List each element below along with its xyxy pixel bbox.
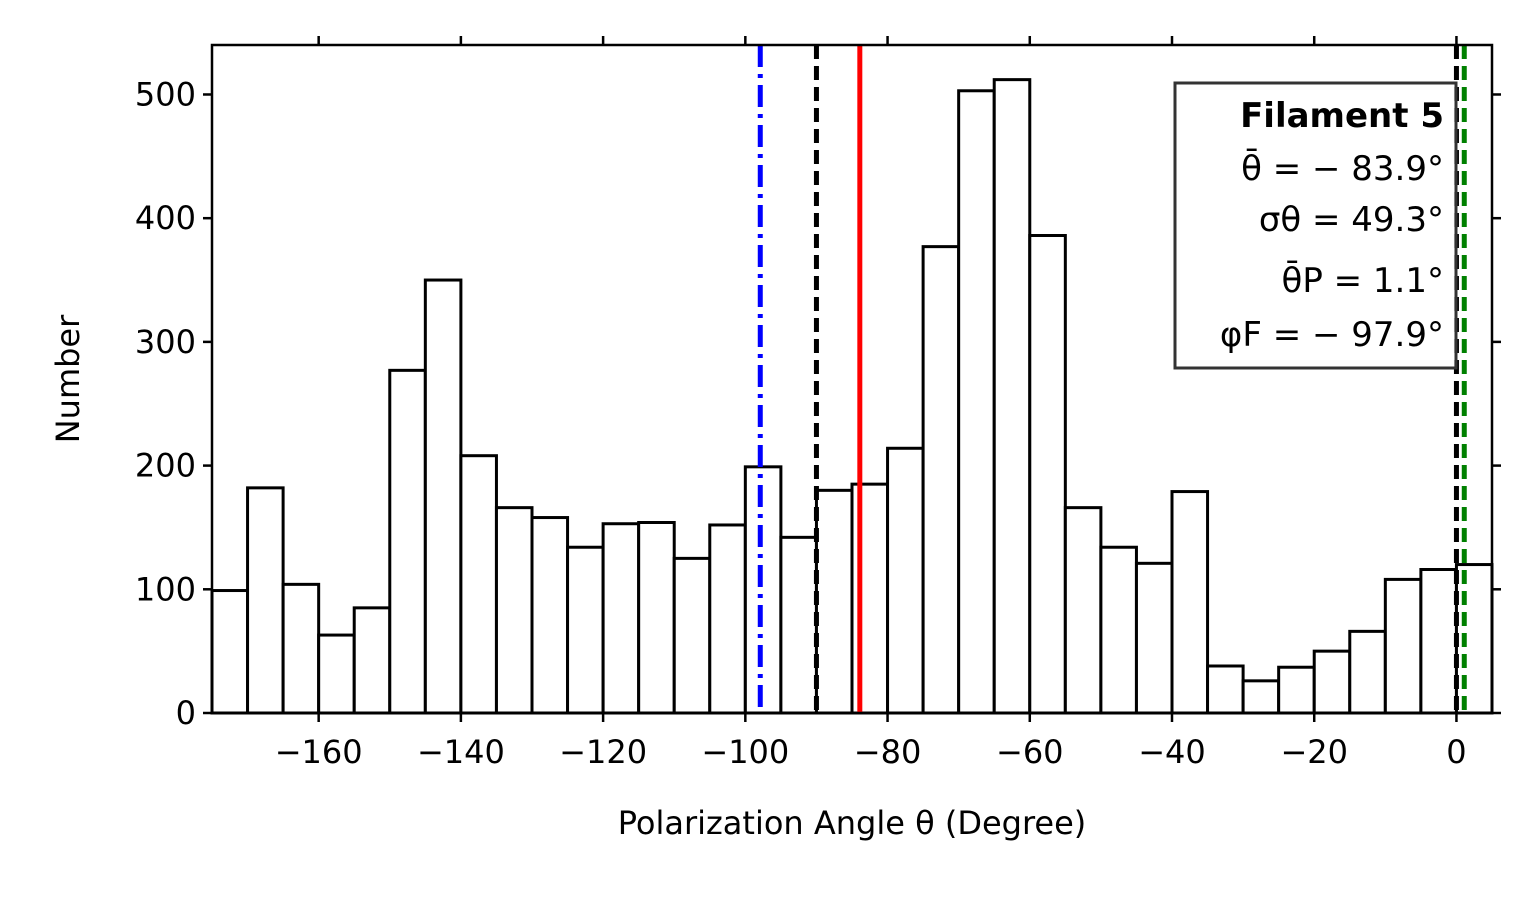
axis-ticks bbox=[203, 36, 1501, 722]
histogram-bars bbox=[210, 78, 1494, 715]
histogram-bar bbox=[921, 245, 961, 715]
y-tick-label: 300 bbox=[135, 323, 196, 361]
histogram-bar bbox=[566, 545, 605, 715]
histogram-bar bbox=[530, 516, 570, 715]
histogram-bar bbox=[637, 520, 676, 715]
histogram-bar bbox=[1063, 506, 1103, 715]
y-tick-label: 200 bbox=[135, 447, 196, 485]
x-tick-label: 0 bbox=[1446, 733, 1466, 771]
histogram-bar bbox=[459, 454, 498, 715]
histogram-bar bbox=[281, 582, 321, 715]
x-axis-label: Polarization Angle θ (Degree) bbox=[618, 804, 1087, 842]
histogram-bar bbox=[317, 633, 356, 715]
histogram-bar bbox=[1419, 568, 1458, 715]
histogram-bar bbox=[423, 278, 463, 715]
x-tick-label: −100 bbox=[701, 733, 789, 771]
legend-theta-p: θ̄P = 1.1° bbox=[1282, 260, 1444, 301]
x-tick-labels: −160 −140 −120 −100 −80 −60 −40 −20 0 bbox=[275, 733, 1467, 771]
histogram-bar bbox=[1348, 629, 1387, 715]
histogram-bar bbox=[246, 486, 285, 715]
y-axis-label: Number bbox=[49, 314, 87, 443]
histogram-bar bbox=[992, 78, 1032, 715]
y-tick-labels: 0 100 200 300 400 500 bbox=[135, 75, 196, 732]
x-tick-label: −20 bbox=[1280, 733, 1348, 771]
x-tick-label: −60 bbox=[996, 733, 1064, 771]
histogram-bar bbox=[601, 522, 641, 715]
histogram-bar bbox=[1134, 561, 1174, 715]
histogram-bar bbox=[210, 589, 250, 715]
y-tick-label: 400 bbox=[135, 199, 196, 237]
histogram-bar bbox=[886, 446, 925, 715]
y-tick-label: 100 bbox=[135, 570, 196, 608]
histogram-bar bbox=[494, 506, 534, 715]
histogram-bar bbox=[388, 368, 427, 715]
legend-frame bbox=[1173, 81, 1458, 370]
histogram-bar bbox=[779, 535, 818, 715]
histogram-bar bbox=[1241, 679, 1281, 715]
legend-mean-theta: θ̄ = − 83.9° bbox=[1241, 148, 1444, 189]
histogram-bar bbox=[1206, 664, 1245, 715]
legend-phi-f: φF = − 97.9° bbox=[1220, 315, 1444, 355]
x-tick-label: −120 bbox=[559, 733, 647, 771]
histogram-bar bbox=[743, 465, 783, 715]
histogram-bar bbox=[1277, 665, 1316, 715]
histogram-bar bbox=[1170, 490, 1210, 715]
x-tick-label: −160 bbox=[275, 733, 363, 771]
legend-title: Filament 5 bbox=[1240, 96, 1444, 136]
legend-sigma-theta: σθ = 49.3° bbox=[1259, 200, 1444, 240]
histogram-bar bbox=[1028, 234, 1067, 715]
histogram-bar bbox=[1099, 545, 1138, 715]
histogram-bar bbox=[1312, 649, 1352, 715]
plot-frame bbox=[210, 43, 1494, 715]
x-tick-label: −40 bbox=[1138, 733, 1206, 771]
y-tick-label: 500 bbox=[135, 75, 196, 113]
histogram-bar bbox=[814, 488, 854, 715]
y-tick-label: 0 bbox=[176, 694, 196, 732]
legend-box: Filament 5 θ̄ = − 83.9° σθ = 49.3° θ̄P =… bbox=[1173, 81, 1458, 370]
histogram-bar bbox=[957, 89, 996, 715]
histogram-bar bbox=[708, 523, 747, 715]
histogram-bar bbox=[352, 606, 392, 715]
x-tick-label: −140 bbox=[417, 733, 505, 771]
histogram-bar bbox=[672, 556, 712, 715]
histogram-bar bbox=[1383, 577, 1423, 715]
x-tick-label: −80 bbox=[854, 733, 922, 771]
